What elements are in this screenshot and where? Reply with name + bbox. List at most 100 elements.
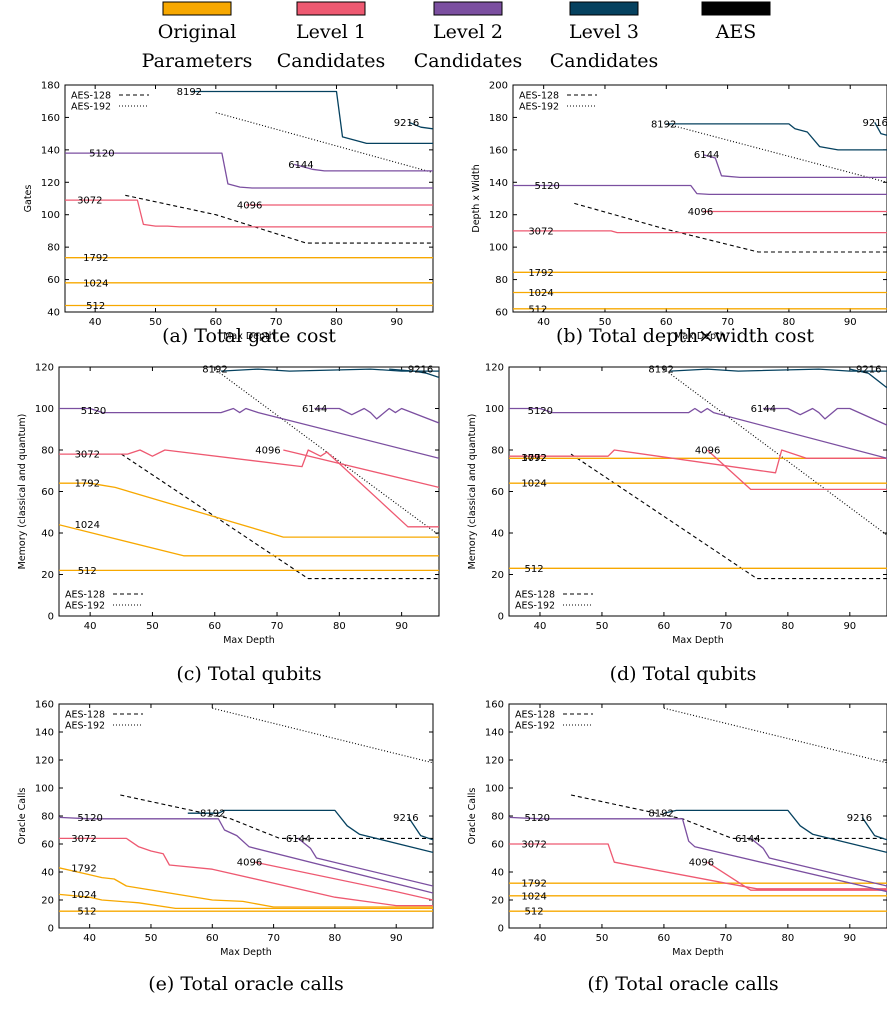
y-tick-label: 60 (41, 487, 54, 498)
series-line-8192 (187, 809, 433, 854)
annotation-label: 1792 (521, 453, 546, 464)
y-tick-label: 120 (485, 756, 504, 767)
series-line-aes-192 (212, 707, 433, 764)
series-line-3072 (59, 449, 439, 528)
annotation-label: 512 (77, 907, 96, 918)
annotation-label: 6144 (288, 160, 313, 171)
y-tick-label: 100 (485, 784, 504, 795)
annotation-label: 512 (86, 301, 105, 312)
y-tick-label: 0 (48, 612, 54, 623)
annotation-label: 512 (524, 907, 543, 918)
annotation-label: 3072 (521, 840, 546, 851)
series-line-8192 (666, 123, 887, 151)
y-tick-label: 80 (491, 446, 504, 457)
y-tick-label: 100 (485, 404, 504, 415)
y-tick-label: 0 (48, 924, 54, 935)
x-tick-label: 60 (658, 621, 671, 632)
x-tick-label: 60 (208, 621, 221, 632)
series-line-aes-128 (574, 202, 887, 253)
x-tick-label: 80 (330, 317, 343, 328)
y-tick-label: 160 (41, 113, 60, 124)
annotation-label: 1792 (528, 268, 553, 279)
plot-frame (508, 703, 887, 929)
series-line-1024 (59, 893, 433, 910)
legend-label-line1: Level 1 (296, 21, 366, 43)
annotation-label: 512 (524, 564, 543, 575)
series-line-5120 (513, 184, 887, 196)
x-tick-label: 70 (270, 317, 283, 328)
series-line-1792 (59, 867, 433, 908)
series-line-9216 (408, 121, 433, 130)
legend-label-line1: AES (715, 21, 757, 43)
x-tick-label: 40 (89, 317, 102, 328)
inner-legend-entry: AES-128 (515, 710, 593, 721)
y-axis-label: Depth x Width (471, 164, 482, 232)
series-line-5120 (509, 407, 887, 459)
y-tick-label: 60 (47, 275, 60, 286)
x-tick-label: 80 (329, 933, 342, 944)
annotation-label: 8192 (177, 87, 202, 98)
y-tick-label: 140 (485, 728, 504, 739)
series-line-5120 (509, 816, 887, 893)
legend-label-line2: Parameters (142, 50, 253, 72)
x-tick-label: 90 (390, 933, 403, 944)
y-tick-label: 20 (491, 896, 504, 907)
x-axis-label: Max Depth (223, 635, 275, 646)
series-line-aes-128 (570, 453, 887, 580)
x-tick-label: 70 (271, 621, 284, 632)
series-group (509, 707, 887, 912)
x-axis-label: Max Depth (223, 331, 275, 342)
y-tick-label: 100 (35, 784, 54, 795)
series-line-1792 (59, 482, 439, 538)
inner-legend-entry: AES-128 (71, 91, 149, 102)
y-tick-label: 60 (495, 308, 508, 319)
inner-legend-label: AES-128 (519, 91, 559, 102)
x-tick-label: 40 (534, 621, 547, 632)
annotation-label: 4096 (689, 858, 714, 869)
series-line-aes-128 (120, 794, 433, 839)
series-line-4096 (706, 861, 887, 891)
y-tick-label: 80 (41, 446, 54, 457)
series-line-3072 (509, 843, 887, 890)
y-axis-label: Memory (classical and quantum) (17, 414, 28, 570)
annotation-label: 1024 (521, 891, 546, 902)
annotation-label: 4096 (688, 207, 713, 218)
series-line-4096 (283, 449, 439, 489)
y-tick-label: 180 (489, 113, 508, 124)
x-tick-label: 90 (390, 317, 403, 328)
y-axis-label: Memory (classical and quantum) (467, 414, 478, 570)
y-tick-label: 140 (41, 145, 60, 156)
x-tick-label: 60 (209, 317, 222, 328)
annotation-label: 1024 (83, 278, 108, 289)
series-line-aes-128 (570, 794, 887, 839)
annotation-label: 9216 (847, 813, 872, 824)
x-tick-label: 40 (537, 317, 550, 328)
series-group (509, 368, 887, 580)
annotation-label: 9216 (393, 813, 418, 824)
chart-caption: (f) Total oracle calls (587, 973, 778, 995)
inner-legend-entry: AES-192 (519, 102, 597, 113)
chart-panel-c: 40 50 60 70 80 90 0 20 40 60 80 100 120 Max Depth Memo… (17, 363, 440, 685)
series-line-aes-192 (663, 707, 887, 764)
y-tick-label: 120 (35, 756, 54, 767)
y-tick-label: 120 (41, 178, 60, 189)
y-tick-label: 120 (489, 210, 508, 221)
series-line-3072 (59, 837, 433, 907)
chart-caption: (a) Total gate cost (162, 325, 336, 347)
series-line-6144 (763, 407, 887, 426)
x-axis-label: Max Depth (672, 947, 724, 958)
inner-legend-label: AES-192 (65, 601, 105, 612)
plot-frame (58, 366, 440, 617)
annotation-label: 5120 (534, 181, 559, 192)
series-line-aes-192 (666, 123, 887, 183)
series-line-6144 (702, 154, 887, 179)
y-axis-label: Gates (23, 185, 34, 213)
series-line-8192 (191, 90, 433, 145)
inner-legend-label: AES-192 (65, 721, 105, 732)
series-line-5120 (59, 816, 433, 894)
x-tick-label: 70 (720, 933, 733, 944)
chart-caption: (b) Total depth×width cost (556, 325, 814, 347)
x-tick-label: 90 (843, 621, 856, 632)
legend-swatch (701, 1, 771, 16)
